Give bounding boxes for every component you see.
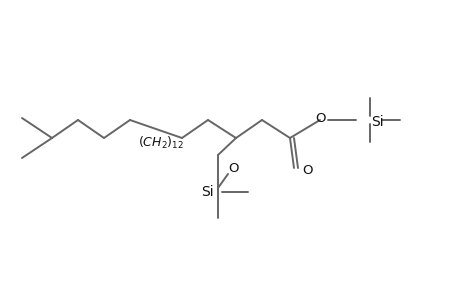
Text: O: O [228, 161, 239, 175]
Text: Si: Si [201, 185, 213, 199]
Text: Si: Si [370, 115, 383, 129]
Text: $(CH_2)_{12}$: $(CH_2)_{12}$ [138, 135, 184, 151]
Text: O: O [302, 164, 312, 176]
Text: O: O [315, 112, 325, 124]
